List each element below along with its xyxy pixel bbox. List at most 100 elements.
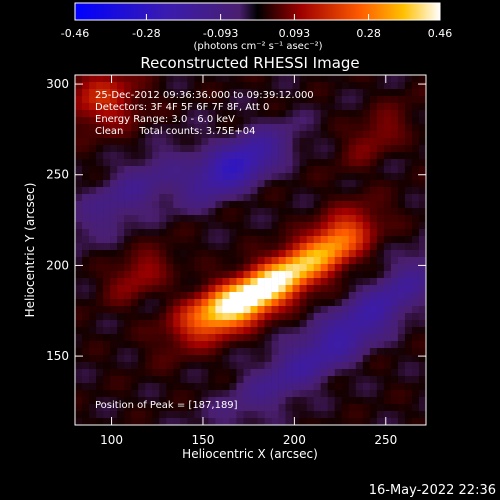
heatmap-cell: [173, 194, 181, 202]
heatmap-cell: [383, 348, 392, 356]
heatmap-cell: [411, 376, 420, 384]
heatmap-cell: [418, 103, 427, 111]
heatmap-cell: [131, 264, 139, 272]
heatmap-cell: [187, 152, 195, 160]
heatmap-cell: [313, 313, 321, 321]
heatmap-cell: [320, 306, 329, 314]
heatmap-cell: [215, 341, 223, 349]
heatmap-cell: [131, 103, 139, 111]
heatmap-cell: [250, 397, 258, 405]
heatmap-cell: [89, 355, 97, 363]
heatmap-cell: [110, 306, 118, 314]
heatmap-cell: [215, 159, 223, 167]
heatmap-cell: [334, 376, 343, 384]
heatmap-cell: [222, 236, 230, 244]
heatmap-cell: [341, 334, 350, 342]
heatmap-cell: [250, 117, 258, 125]
heatmap-cell: [166, 229, 174, 237]
heatmap-cell: [292, 320, 300, 328]
heatmap-cell: [173, 138, 181, 146]
heatmap-cell: [313, 250, 321, 258]
heatmap-cell: [229, 222, 237, 230]
heatmap-cell: [348, 82, 357, 90]
heatmap-cell: [208, 278, 216, 286]
heatmap-cell: [208, 334, 216, 342]
heatmap-cell: [327, 243, 336, 251]
heatmap-cell: [208, 145, 216, 153]
heatmap-cell: [138, 208, 146, 216]
heatmap-cell: [320, 397, 329, 405]
heatmap-cell: [82, 313, 90, 321]
heatmap-cell: [299, 222, 307, 230]
heatmap-cell: [117, 236, 125, 244]
heatmap-cell: [75, 418, 83, 426]
heatmap-cell: [180, 362, 188, 370]
heatmap-cell: [131, 341, 139, 349]
heatmap-cell: [383, 180, 392, 188]
heatmap-cell: [215, 229, 223, 237]
heatmap-cell: [124, 124, 132, 132]
heatmap-cell: [383, 236, 392, 244]
heatmap-cell: [383, 306, 392, 314]
heatmap-cell: [124, 271, 132, 279]
heatmap-cell: [236, 187, 244, 195]
heatmap-cell: [264, 117, 272, 125]
heatmap-cell: [194, 271, 202, 279]
heatmap-cell: [292, 341, 300, 349]
heatmap-cell: [82, 271, 90, 279]
heatmap-cell: [82, 299, 90, 307]
heatmap-cell: [362, 110, 371, 118]
heatmap-cell: [278, 89, 286, 97]
heatmap-cell: [299, 341, 307, 349]
heatmap-cell: [194, 243, 202, 251]
heatmap-cell: [145, 355, 153, 363]
heatmap-cell: [159, 103, 167, 111]
heatmap-cell: [166, 292, 174, 300]
heatmap-cell: [320, 390, 329, 398]
heatmap-cell: [257, 341, 265, 349]
heatmap-cell: [376, 376, 385, 384]
heatmap-cell: [376, 131, 385, 139]
heatmap-cell: [348, 362, 357, 370]
heatmap-cell: [222, 131, 230, 139]
heatmap-cell: [299, 89, 307, 97]
heatmap-cell: [362, 285, 371, 293]
heatmap-cell: [145, 313, 153, 321]
heatmap-cell: [404, 348, 413, 356]
heatmap-cell: [397, 292, 406, 300]
heatmap-cell: [292, 180, 300, 188]
heatmap-cell: [397, 194, 406, 202]
heatmap-cell: [208, 187, 216, 195]
heatmap-cell: [313, 152, 321, 160]
heatmap-cell: [404, 152, 413, 160]
heatmap-cell: [271, 152, 279, 160]
heatmap-cell: [96, 250, 104, 258]
heatmap-cell: [264, 341, 272, 349]
heatmap-cell: [327, 348, 336, 356]
heatmap-cell: [243, 180, 251, 188]
heatmap-cell: [166, 159, 174, 167]
heatmap-cell: [180, 334, 188, 342]
heatmap-cell: [257, 173, 265, 181]
heatmap-cell: [348, 208, 357, 216]
heatmap-cell: [418, 152, 427, 160]
heatmap-cell: [292, 348, 300, 356]
heatmap-cell: [229, 180, 237, 188]
heatmap-cell: [369, 257, 378, 265]
heatmap-cell: [362, 334, 371, 342]
heatmap-cell: [404, 383, 413, 391]
heatmap-cell: [89, 138, 97, 146]
heatmap-cell: [341, 138, 350, 146]
heatmap-cell: [173, 187, 181, 195]
heatmap-cell: [222, 124, 230, 132]
annotation-energy: Energy Range: 3.0 - 6.0 keV: [95, 114, 235, 125]
heatmap-cell: [152, 96, 160, 104]
heatmap-cell: [96, 180, 104, 188]
heatmap-cell: [348, 96, 357, 104]
heatmap-cell: [82, 285, 90, 293]
heatmap-cell: [222, 208, 230, 216]
heatmap-cell: [75, 103, 83, 111]
heatmap-cell: [194, 376, 202, 384]
heatmap-cell: [383, 418, 392, 426]
heatmap-cell: [229, 327, 237, 335]
